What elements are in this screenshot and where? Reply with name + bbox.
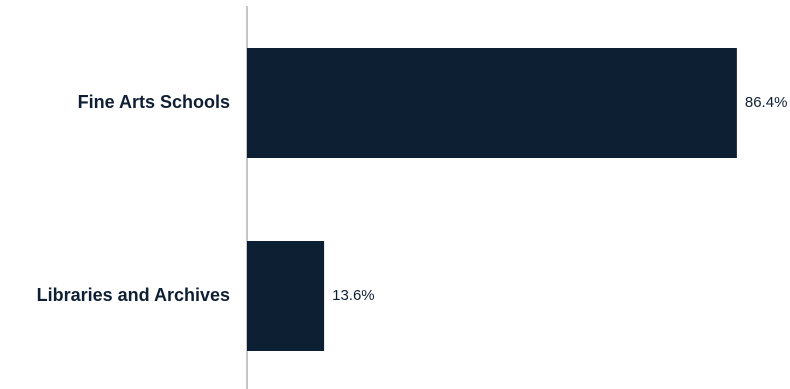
value-label-1: 86.4% [745, 94, 788, 111]
category-label-1: Fine Arts Schools [78, 92, 230, 112]
bar-2 [247, 241, 325, 351]
bar-1 [247, 48, 737, 158]
value-label-2: 13.6% [332, 287, 375, 304]
category-label-2: Libraries and Archives [37, 285, 230, 305]
